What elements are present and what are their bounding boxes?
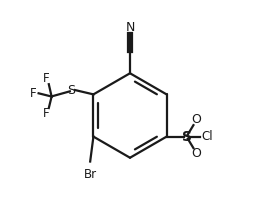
- Text: F: F: [43, 72, 50, 85]
- Text: N: N: [125, 21, 135, 34]
- Text: Cl: Cl: [202, 130, 213, 143]
- Text: Br: Br: [84, 169, 97, 181]
- Text: O: O: [192, 147, 202, 160]
- Text: F: F: [30, 87, 37, 100]
- Text: F: F: [43, 107, 50, 120]
- Text: O: O: [192, 113, 202, 126]
- Text: S: S: [67, 83, 75, 97]
- Text: S: S: [181, 130, 192, 144]
